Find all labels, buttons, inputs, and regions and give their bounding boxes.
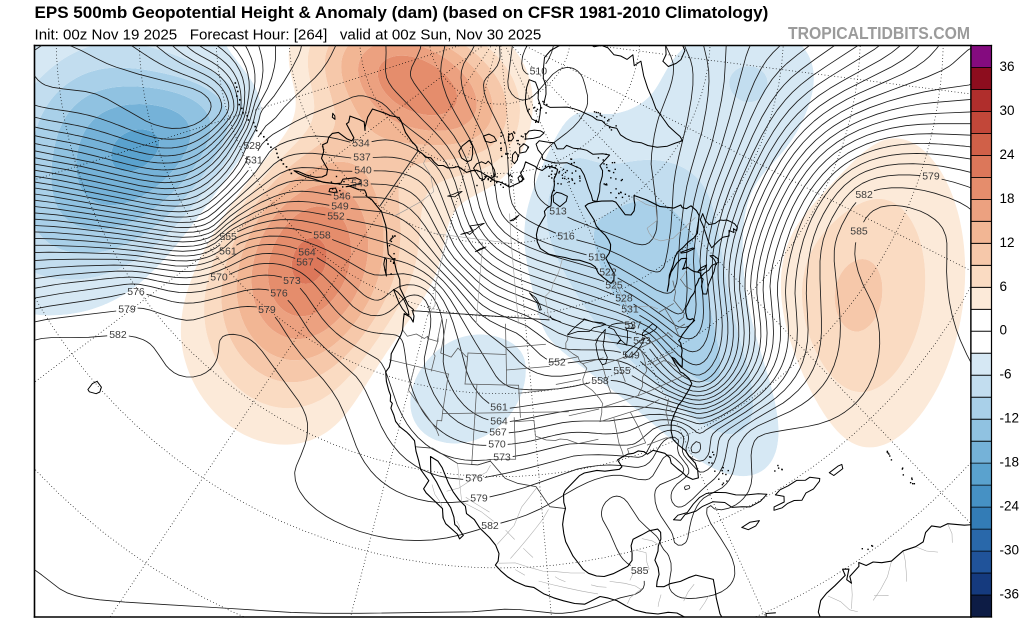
svg-text:543: 543 — [633, 335, 651, 347]
svg-text:537: 537 — [353, 152, 371, 164]
svg-text:531: 531 — [621, 304, 639, 316]
svg-text:Init: 00z Nov 19 2025 Foreca: Init: 00z Nov 19 2025 Forecast Hour: [26… — [35, 26, 542, 43]
svg-text:531: 531 — [245, 155, 263, 167]
svg-text:-30: -30 — [1000, 543, 1020, 558]
svg-text:555: 555 — [219, 231, 237, 243]
svg-text:528: 528 — [615, 293, 633, 305]
svg-text:18: 18 — [1000, 191, 1015, 206]
svg-text:537: 537 — [624, 320, 642, 332]
svg-text:-24: -24 — [1000, 499, 1020, 514]
svg-text:0: 0 — [1000, 323, 1008, 338]
svg-text:-18: -18 — [1000, 455, 1020, 470]
svg-text:576: 576 — [270, 288, 288, 300]
svg-text:-36: -36 — [1000, 587, 1020, 602]
svg-text:582: 582 — [481, 520, 499, 532]
svg-text:567: 567 — [489, 427, 507, 439]
svg-text:522: 522 — [599, 267, 617, 279]
svg-text:-12: -12 — [1000, 411, 1020, 426]
svg-text:540: 540 — [354, 165, 372, 177]
svg-text:6: 6 — [1000, 279, 1008, 294]
svg-text:585: 585 — [850, 226, 868, 238]
svg-text:561: 561 — [490, 402, 508, 414]
svg-text:549: 549 — [331, 201, 349, 213]
svg-text:570: 570 — [210, 272, 228, 284]
svg-text:543: 543 — [351, 178, 369, 190]
svg-text:516: 516 — [557, 231, 575, 243]
svg-text:573: 573 — [283, 275, 301, 287]
svg-text:561: 561 — [219, 246, 237, 258]
svg-text:570: 570 — [488, 439, 506, 451]
svg-text:552: 552 — [548, 357, 566, 369]
svg-text:585: 585 — [631, 565, 649, 577]
svg-text:558: 558 — [313, 230, 331, 242]
svg-text:30: 30 — [1000, 103, 1015, 118]
svg-text:579: 579 — [118, 304, 136, 316]
svg-text:555: 555 — [613, 365, 631, 377]
svg-text:579: 579 — [922, 171, 940, 183]
svg-text:564: 564 — [490, 416, 508, 428]
svg-text:564: 564 — [298, 247, 316, 259]
svg-text:573: 573 — [493, 452, 511, 464]
svg-text:579: 579 — [470, 493, 488, 505]
svg-text:534: 534 — [352, 137, 370, 149]
svg-text:528: 528 — [243, 140, 261, 152]
svg-text:24: 24 — [1000, 147, 1016, 162]
svg-text:579: 579 — [258, 304, 276, 316]
svg-text:519: 519 — [588, 252, 606, 264]
svg-text:576: 576 — [465, 473, 483, 485]
svg-text:TROPICALTIDBITS.COM: TROPICALTIDBITS.COM — [788, 23, 970, 43]
svg-text:36: 36 — [1000, 59, 1015, 74]
svg-text:EPS 500mb Geopotential Height: EPS 500mb Geopotential Height & Anomaly … — [35, 3, 769, 22]
svg-text:582: 582 — [109, 329, 127, 341]
svg-text:546: 546 — [333, 191, 351, 203]
svg-text:567: 567 — [296, 257, 314, 269]
svg-text:582: 582 — [855, 189, 873, 201]
svg-text:12: 12 — [1000, 235, 1015, 250]
svg-text:552: 552 — [327, 211, 345, 223]
svg-text:513: 513 — [549, 206, 567, 218]
svg-text:549: 549 — [622, 350, 640, 362]
svg-text:525: 525 — [605, 280, 623, 292]
svg-text:510: 510 — [530, 65, 548, 77]
svg-text:576: 576 — [127, 286, 145, 298]
svg-text:558: 558 — [591, 375, 609, 387]
svg-text:-6: -6 — [1000, 367, 1012, 382]
